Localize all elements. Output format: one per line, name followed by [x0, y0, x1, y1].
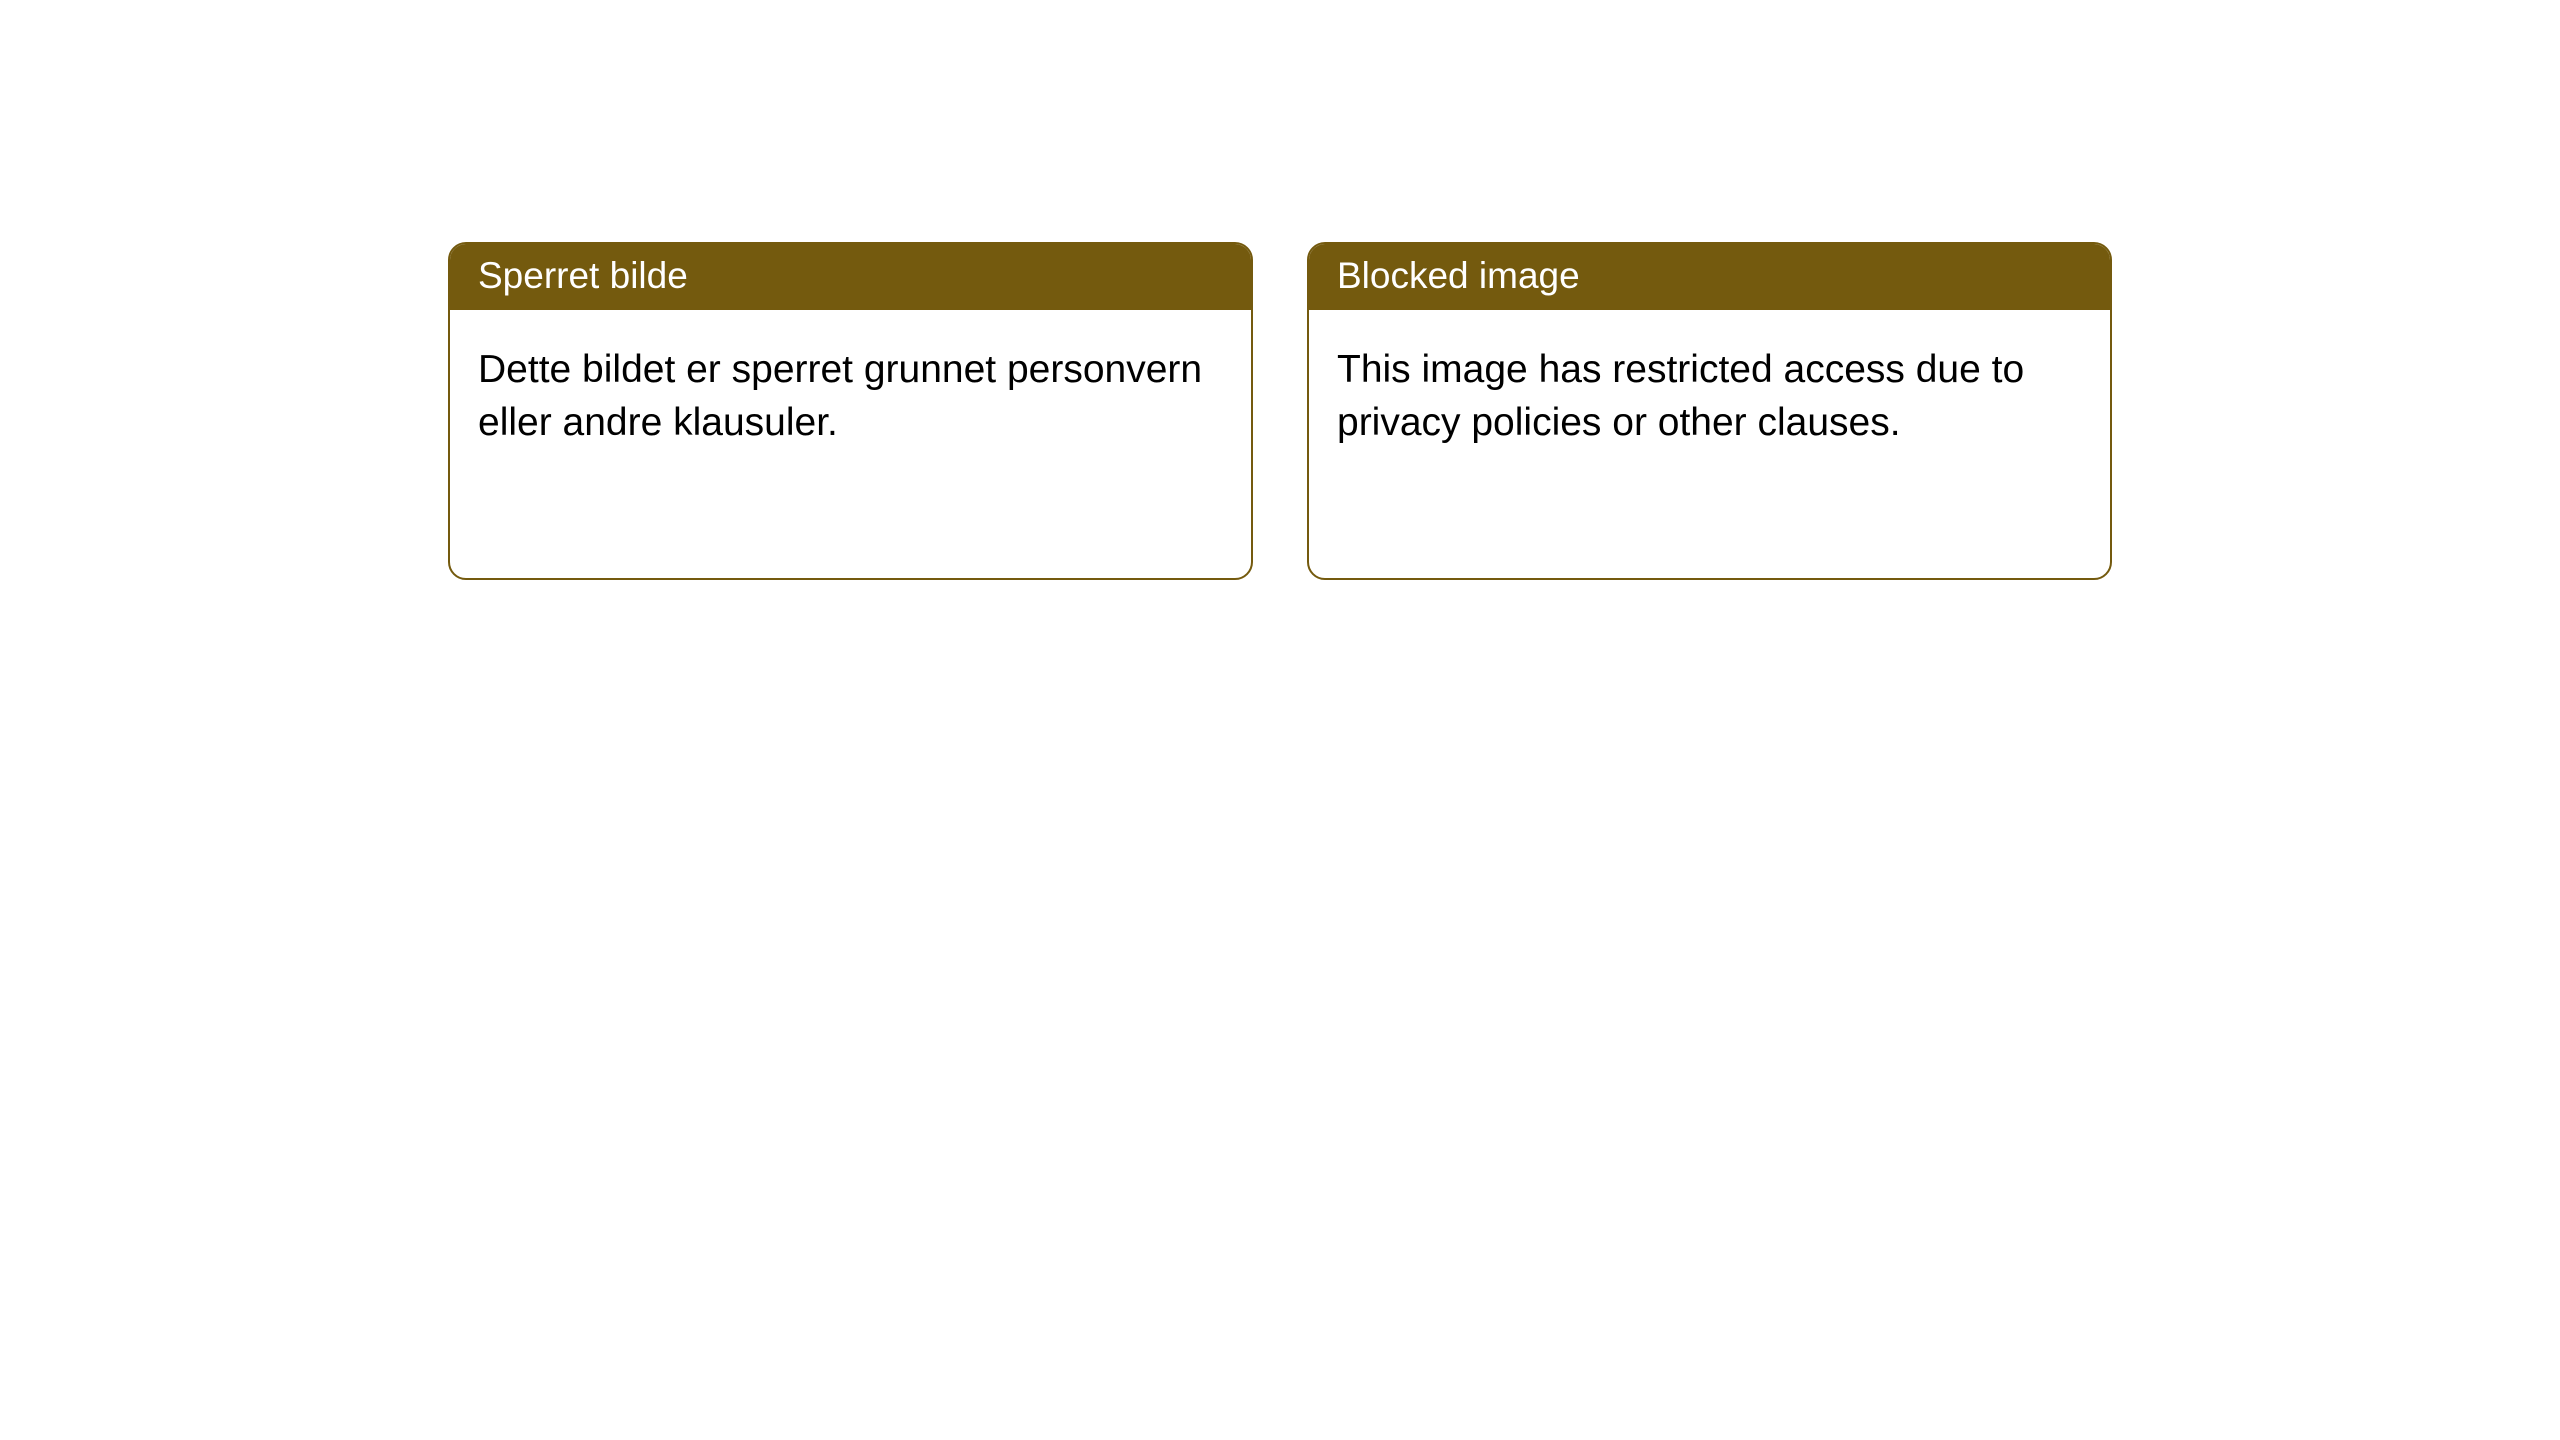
card-body-en: This image has restricted access due to … — [1309, 310, 2110, 483]
blocked-image-card-no: Sperret bilde Dette bildet er sperret gr… — [448, 242, 1253, 580]
notice-cards-row: Sperret bilde Dette bildet er sperret gr… — [0, 0, 2560, 580]
card-title-en: Blocked image — [1309, 244, 2110, 310]
card-title-no: Sperret bilde — [450, 244, 1251, 310]
blocked-image-card-en: Blocked image This image has restricted … — [1307, 242, 2112, 580]
card-body-no: Dette bildet er sperret grunnet personve… — [450, 310, 1251, 483]
